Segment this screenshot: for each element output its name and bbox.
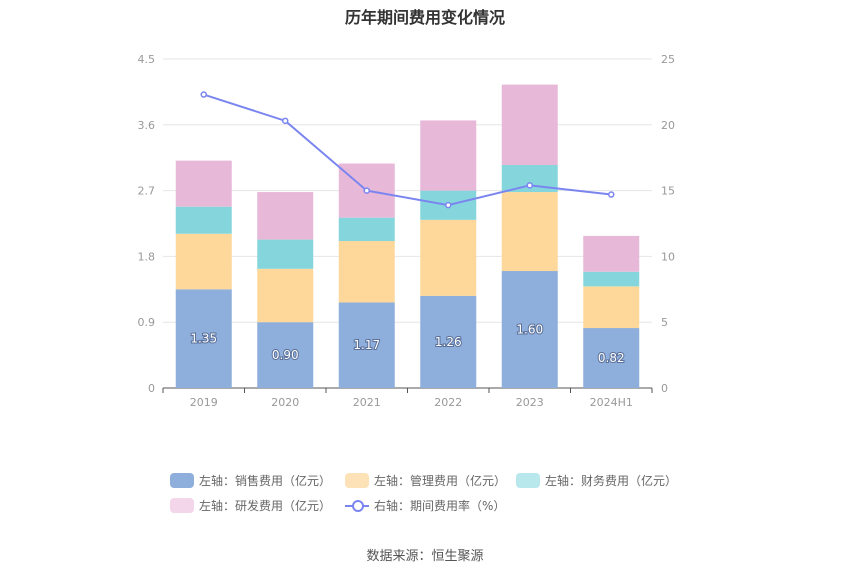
bar-segment <box>175 289 232 388</box>
rate-point <box>445 201 452 209</box>
legend-label: 左轴：管理费用（亿元） <box>374 474 507 488</box>
y-right-tick-label: 25 <box>661 53 675 66</box>
x-tick-label: 2022 <box>434 396 462 409</box>
rate-point <box>608 191 615 198</box>
rate-point <box>200 91 207 98</box>
bar-segment <box>501 271 558 388</box>
x-tick-label: 2020 <box>271 396 299 409</box>
legend-label: 左轴：财务费用（亿元） <box>545 474 678 488</box>
legend-label: 右轴：期间费用率（%） <box>374 499 506 513</box>
y-right-tick-label: 5 <box>661 316 668 329</box>
bar-data-label: 1.26 <box>435 335 462 349</box>
bar-segment <box>257 322 314 388</box>
source-note: 数据来源：恒生聚源 <box>366 549 484 564</box>
bar-segment <box>175 160 232 207</box>
bar-segment <box>583 271 640 287</box>
bar-segment <box>257 268 314 323</box>
x-tick-label: 2021 <box>353 396 381 409</box>
y-left-tick-label: 2.7 <box>138 185 156 198</box>
y-left-tick-label: 4.5 <box>138 53 156 66</box>
bar-segment <box>257 192 314 240</box>
bar-segment <box>501 192 558 272</box>
bar-segment <box>338 217 395 242</box>
y-right-tick-label: 10 <box>661 250 675 263</box>
y-left-tick-label: 1.8 <box>138 250 156 263</box>
bar-segment <box>338 302 395 388</box>
x-tick-label: 2023 <box>516 396 544 409</box>
y-right-tick-label: 20 <box>661 119 675 132</box>
bar-segment <box>420 295 477 388</box>
y-left-tick-label: 0.9 <box>138 316 156 329</box>
bar-data-label: 1.35 <box>190 332 217 346</box>
bar-data-label: 0.90 <box>272 348 299 362</box>
rate-point <box>526 182 533 189</box>
bar-segment <box>583 286 640 329</box>
legend-swatch <box>170 498 194 513</box>
legend-swatch <box>345 473 369 488</box>
y-left-tick-label: 3.6 <box>138 119 156 132</box>
bar-data-label: 1.17 <box>353 338 380 352</box>
bar-segment <box>338 241 395 303</box>
bar-segment <box>175 233 232 290</box>
legend-item[interactable]: 左轴：管理费用（亿元） <box>345 472 506 489</box>
legend-item[interactable]: 左轴：研发费用（亿元） <box>170 497 331 514</box>
legend-swatch <box>516 473 540 488</box>
bar-segment <box>583 235 640 272</box>
x-tick-label: 2019 <box>190 396 218 409</box>
bar-segment <box>583 328 640 388</box>
y-right-tick-label: 15 <box>661 185 675 198</box>
y-right-tick-label: 0 <box>661 382 668 395</box>
bar-data-label: 0.82 <box>598 351 625 365</box>
legend-line-marker <box>345 498 369 513</box>
rate-point <box>282 117 289 125</box>
chart-title: 历年期间费用变化情况 <box>344 8 505 27</box>
y-left-tick-label: 0 <box>148 382 155 395</box>
legend-label: 左轴：销售费用（亿元） <box>199 474 332 488</box>
legend-label: 左轴：研发费用（亿元） <box>199 499 332 513</box>
legend-swatch <box>170 473 194 488</box>
legend-item[interactable]: 左轴：销售费用（亿元） <box>170 472 331 489</box>
bar-data-label: 1.60 <box>516 323 543 337</box>
legend-item[interactable]: 左轴：财务费用（亿元） <box>516 472 677 489</box>
legend-item[interactable]: 右轴：期间费用率（%） <box>345 497 505 514</box>
bar-segment <box>175 206 232 234</box>
x-tick-label: 2024H1 <box>590 396 633 409</box>
rate-point <box>363 187 370 194</box>
bar-segment <box>257 239 314 269</box>
bar-segment <box>501 84 558 166</box>
bar-segment <box>420 120 477 191</box>
rate-line <box>203 93 612 207</box>
bar-segment <box>420 219 477 296</box>
